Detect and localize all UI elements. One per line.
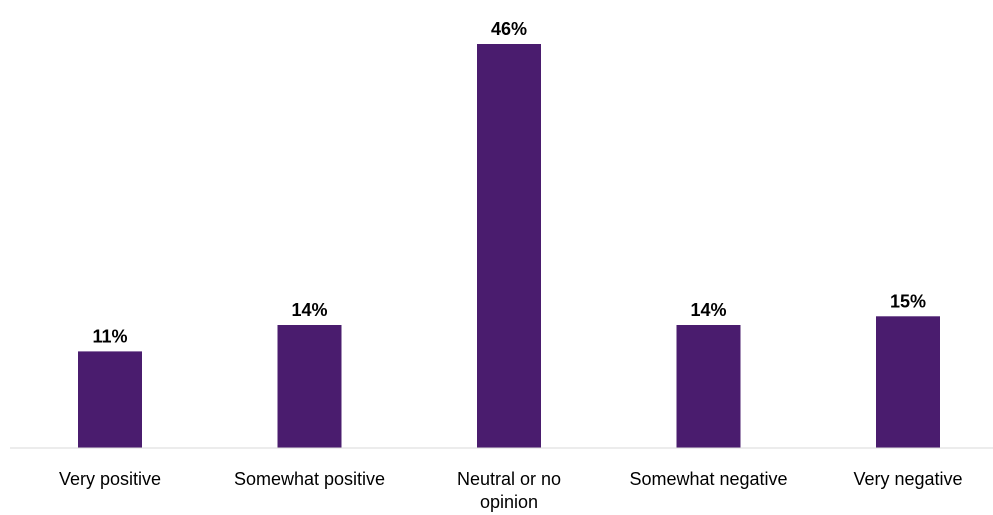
category-label-line: opinion [480,492,538,512]
bar-1 [277,325,342,448]
category-label-line: Very positive [59,469,161,489]
bar-0 [78,351,142,448]
bars-group [78,44,940,448]
category-label-line: Very negative [853,469,962,489]
data-label-1: 14% [291,300,327,320]
category-label-2: Neutral or no opinion [457,469,561,512]
data-labels-group: 11% 14% 46% 14% 15% [92,19,926,346]
category-label-line: Somewhat negative [629,469,787,489]
category-label-4: Very negative [853,469,962,489]
category-label-3: Somewhat negative [629,469,787,489]
category-label-line: Somewhat positive [234,469,385,489]
bar-4 [876,316,940,448]
category-labels-group: Very positive Somewhat positive Neutral or… [59,469,963,512]
data-label-0: 11% [92,326,127,346]
data-label-4: 15% [890,291,926,311]
bar-3 [676,325,741,448]
category-label-line: Neutral or no [457,469,561,489]
data-label-2: 46% [491,19,527,39]
data-label-3: 14% [690,300,726,320]
category-label-1: Somewhat positive [234,469,385,489]
category-label-0: Very positive [59,469,161,489]
bar-2 [477,44,541,448]
